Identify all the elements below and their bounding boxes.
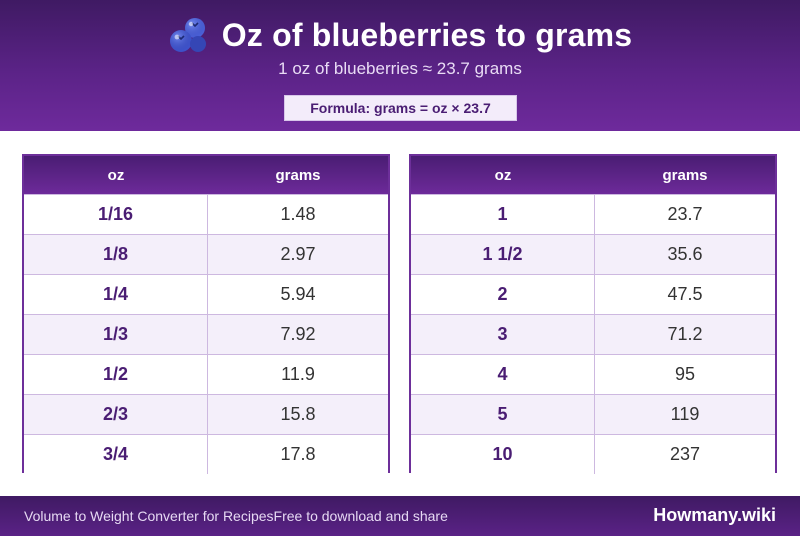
table-row: 1 1/2 35.6 [411, 234, 775, 274]
grams-cell: 47.5 [667, 284, 703, 304]
column-header-grams: grams [275, 166, 321, 184]
oz-cell: 2 [411, 275, 595, 314]
table-row: 10 237 [411, 434, 775, 474]
table-row: 1 23.7 [411, 194, 775, 234]
grams-cell: 11.9 [281, 364, 315, 384]
grams-cell: 2.97 [280, 244, 316, 264]
grams-cell: 7.92 [280, 324, 316, 344]
grams-cell: 71.2 [667, 324, 703, 344]
oz-cell: 5 [411, 395, 595, 434]
table-row: 3 71.2 [411, 314, 775, 354]
oz-cell: 1/8 [24, 235, 208, 274]
formula-badge: Formula: grams = oz × 23.7 [284, 95, 517, 121]
table-row: 1/8 2.97 [24, 234, 388, 274]
oz-cell: 4 [411, 355, 595, 394]
conversion-table-left: oz grams 1/16 1.48 1/8 2.97 1/4 5.94 1/3… [22, 154, 390, 474]
table-row: 1/3 7.92 [24, 314, 388, 354]
table-row: 3/4 17.8 [24, 434, 388, 474]
table-header: oz grams [411, 156, 775, 194]
table-row: 1/4 5.94 [24, 274, 388, 314]
brand-logo[interactable]: Howmany.wiki [653, 505, 776, 525]
blueberry-icon [169, 18, 206, 52]
oz-cell: 1/16 [24, 195, 208, 234]
oz-cell: 1/2 [24, 355, 208, 394]
grams-cell: 237 [669, 444, 701, 464]
footer-bar: Volume to Weight Converter for RecipesFr… [0, 496, 800, 536]
grams-cell: 95 [674, 364, 696, 384]
grams-cell: 5.94 [280, 284, 316, 304]
grams-cell: 1.48 [280, 204, 316, 224]
conversion-table-right: oz grams 1 23.7 1 1/2 35.6 2 47.5 3 71.2… [409, 154, 777, 474]
grams-cell: 119 [670, 404, 700, 424]
table-row: 2 47.5 [411, 274, 775, 314]
column-header-grams: grams [662, 166, 708, 184]
table-body: 1 23.7 1 1/2 35.6 2 47.5 3 71.2 4 95 5 1… [411, 194, 775, 474]
grams-cell: 23.7 [667, 204, 703, 224]
table-row: 2/3 15.8 [24, 394, 388, 434]
table-row: 4 95 [411, 354, 775, 394]
table-row: 1/16 1.48 [24, 194, 388, 234]
oz-cell: 3 [411, 315, 595, 354]
oz-cell: 3/4 [24, 435, 208, 474]
column-header-oz: oz [107, 166, 125, 184]
column-header-oz: oz [494, 166, 512, 184]
title-row: Oz of blueberries to grams [0, 13, 800, 57]
table-row: 5 119 [411, 394, 775, 434]
oz-cell: 1 1/2 [411, 235, 595, 274]
grams-cell: 15.8 [280, 404, 316, 424]
page-title: Oz of blueberries to grams [221, 16, 633, 53]
oz-cell: 1/3 [24, 315, 208, 354]
oz-cell: 1/4 [24, 275, 208, 314]
table-body: 1/16 1.48 1/8 2.97 1/4 5.94 1/3 7.92 1/2… [24, 194, 388, 474]
oz-cell: 2/3 [24, 395, 208, 434]
grams-cell: 17.8 [280, 444, 316, 464]
page-subtitle: 1 oz of blueberries ≈ 23.7 grams [278, 59, 522, 78]
grams-cell: 35.6 [667, 244, 703, 264]
table-header: oz grams [24, 156, 388, 194]
table-row: 1/2 11.9 [24, 354, 388, 394]
footer-tagline: Volume to Weight Converter for RecipesFr… [24, 508, 448, 524]
header-banner: Oz of blueberries to grams 1 oz of blueb… [0, 0, 800, 131]
oz-cell: 10 [411, 435, 595, 474]
oz-cell: 1 [411, 195, 595, 234]
